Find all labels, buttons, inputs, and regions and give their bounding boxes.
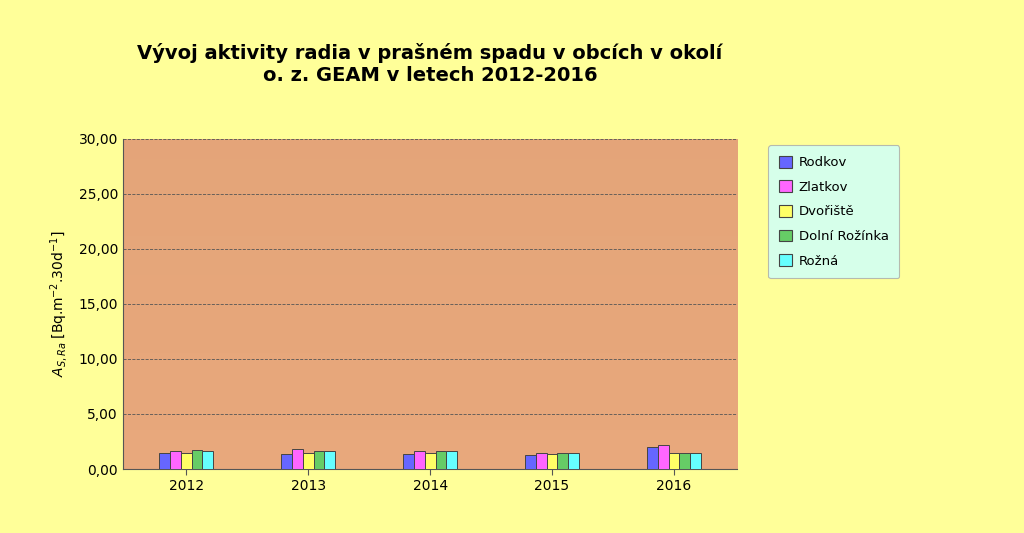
Bar bbox=[191, 450, 203, 469]
Bar bbox=[325, 451, 335, 469]
Bar bbox=[647, 447, 657, 469]
Bar bbox=[180, 453, 191, 469]
Bar bbox=[525, 455, 536, 469]
Bar bbox=[568, 453, 580, 469]
Bar bbox=[657, 445, 669, 469]
Bar bbox=[690, 453, 701, 469]
Bar bbox=[403, 454, 414, 469]
Bar bbox=[203, 451, 213, 469]
Bar bbox=[435, 451, 446, 469]
Y-axis label: $A_{S,Ra}$ [Bq.m$^{-2}$.30d$^{-1}$]: $A_{S,Ra}$ [Bq.m$^{-2}$.30d$^{-1}$] bbox=[48, 231, 71, 377]
Text: Vývoj aktivity radia v prašném spadu v obcích v okolí
o. z. GEAM v letech 2012-2: Vývoj aktivity radia v prašném spadu v o… bbox=[137, 43, 723, 85]
Bar bbox=[303, 453, 313, 469]
Bar bbox=[557, 453, 568, 469]
Bar bbox=[292, 449, 303, 469]
Bar bbox=[536, 453, 547, 469]
Legend: Rodkov, Zlatkov, Dvořiště, Dolní Rožínka, Rožná: Rodkov, Zlatkov, Dvořiště, Dolní Rožínka… bbox=[768, 145, 899, 278]
Bar bbox=[547, 454, 557, 469]
Bar bbox=[425, 453, 435, 469]
Bar bbox=[446, 451, 457, 469]
Bar bbox=[313, 451, 325, 469]
Bar bbox=[281, 454, 292, 469]
Bar bbox=[170, 451, 180, 469]
Bar bbox=[669, 453, 680, 469]
Bar bbox=[680, 453, 690, 469]
Bar bbox=[159, 453, 170, 469]
Bar bbox=[414, 451, 425, 469]
